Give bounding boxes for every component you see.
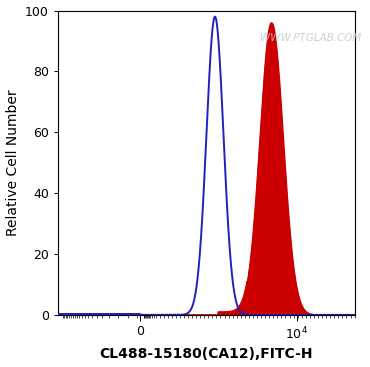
X-axis label: CL488-15180(CA12),FITC-H: CL488-15180(CA12),FITC-H	[100, 348, 313, 361]
Text: WWW.PTGLAB.COM: WWW.PTGLAB.COM	[260, 33, 361, 43]
Y-axis label: Relative Cell Number: Relative Cell Number	[6, 90, 20, 236]
